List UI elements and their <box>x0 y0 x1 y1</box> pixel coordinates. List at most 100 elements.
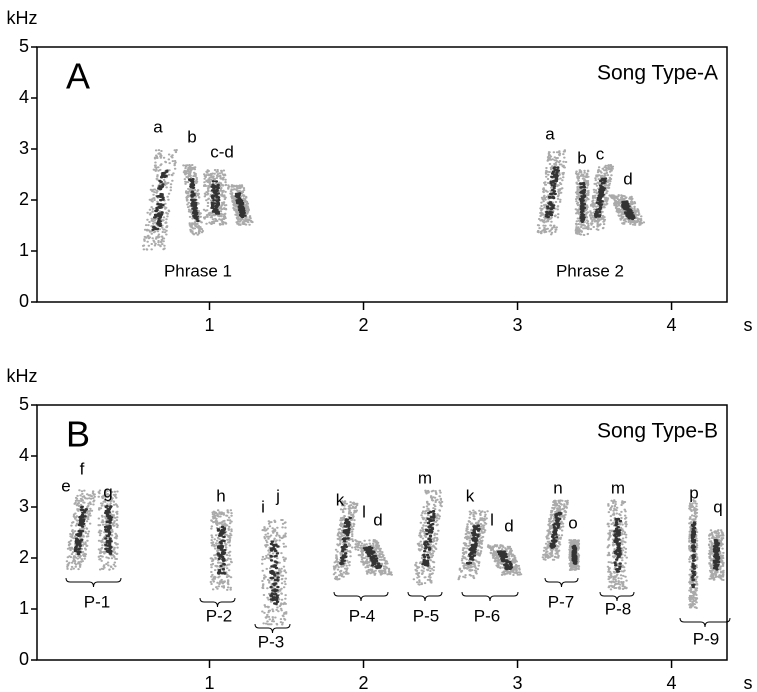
y-tick-label: 1 <box>19 240 29 260</box>
spectrogram-core <box>690 521 697 589</box>
y-tick-label: 2 <box>19 189 29 209</box>
x-tick-label: 3 <box>513 673 523 692</box>
y-tick-label: 3 <box>19 138 29 158</box>
spectrogram-stipple <box>209 509 233 591</box>
spectrogram-core <box>234 192 247 219</box>
annotation: c-d <box>210 142 234 161</box>
brace <box>65 577 122 588</box>
spectrogram-core <box>712 539 721 571</box>
annotation: i <box>261 497 265 516</box>
x-tick-label: 2 <box>359 315 369 335</box>
spectrogram-core <box>216 525 227 575</box>
annotation: d <box>504 516 513 535</box>
brace <box>461 591 519 602</box>
x-tick-label: 4 <box>667 673 677 692</box>
annotation: P-2 <box>206 606 232 625</box>
spectrogram-core <box>571 544 578 565</box>
spectrogram-core <box>188 178 200 223</box>
annotation: m <box>611 478 625 497</box>
spectrogram-core <box>421 510 436 567</box>
annotation: P-9 <box>693 629 719 648</box>
annotation: d <box>373 510 382 529</box>
annotation: m <box>418 468 432 487</box>
annotation: j <box>275 486 280 505</box>
annotation: P-8 <box>605 599 631 618</box>
spectrogram-core <box>496 550 514 571</box>
annotation: a <box>153 117 163 136</box>
spectrogram-core <box>593 177 608 218</box>
brace <box>199 597 236 608</box>
brace <box>599 591 635 602</box>
annotation: P-4 <box>349 606 375 625</box>
y-tick-label: 0 <box>19 649 29 669</box>
annotation: c <box>596 144 605 163</box>
spectrogram-core <box>544 166 561 219</box>
brace <box>333 591 389 602</box>
spectrogram-core <box>362 545 383 570</box>
panel-title: Song Type-B <box>597 420 718 443</box>
annotation: Phrase 2 <box>556 261 624 280</box>
annotation: g <box>103 482 112 501</box>
annotation: a <box>545 124 555 143</box>
x-tick-label: 2 <box>359 673 369 692</box>
spectrogram-core <box>621 200 636 221</box>
annotation: l <box>490 510 494 529</box>
annotation: k <box>336 490 345 509</box>
y-tick-label: 4 <box>19 445 29 465</box>
x-axis-label: s <box>744 315 753 335</box>
annotation: h <box>216 486 225 505</box>
brace <box>254 623 291 634</box>
annotation: b <box>187 127 196 146</box>
annotation: p <box>689 483 698 502</box>
spectrogram-core <box>465 524 481 565</box>
annotation: f <box>80 459 85 478</box>
annotation: P-5 <box>413 606 439 625</box>
plot-frame <box>36 46 728 303</box>
x-tick-label: 3 <box>513 315 523 335</box>
annotation: Phrase 1 <box>164 261 232 280</box>
spectrogram-core <box>151 169 169 231</box>
spectrogram-core <box>73 505 88 556</box>
spectrogram-core <box>613 517 623 573</box>
y-tick-label: 5 <box>19 36 29 56</box>
annotation: e <box>61 476 70 495</box>
y-tick-label: 5 <box>19 394 29 414</box>
y-tick-label: 0 <box>19 291 29 311</box>
brace <box>679 617 731 628</box>
brace <box>407 591 443 602</box>
y-tick-label: 4 <box>19 87 29 107</box>
annotation: q <box>713 497 722 516</box>
panel-label: B <box>66 414 90 455</box>
annotation: d <box>623 169 632 188</box>
x-tick-label: 4 <box>667 315 677 335</box>
panel-label: A <box>66 56 90 97</box>
spectrogram-core <box>269 540 280 605</box>
spectrogram-core <box>578 182 587 223</box>
x-tick-label: 1 <box>204 315 214 335</box>
spectrogram-stipple <box>65 489 96 571</box>
spectrogram-core <box>549 511 563 549</box>
brace <box>544 577 579 588</box>
plot-frame <box>36 404 728 661</box>
y-axis-label: kHz <box>7 8 38 28</box>
y-tick-label: 3 <box>19 496 29 516</box>
x-axis-label: s <box>744 673 753 692</box>
annotation: l <box>362 502 366 521</box>
annotation: b <box>577 148 586 167</box>
annotation: k <box>466 486 475 505</box>
y-tick-label: 1 <box>19 598 29 618</box>
x-tick-label: 1 <box>204 673 214 692</box>
spectrogram-stipple <box>202 169 228 226</box>
spectrogram-core <box>210 180 221 215</box>
y-tick-label: 2 <box>19 547 29 567</box>
annotation: P-7 <box>548 592 574 611</box>
spectrogram-stipple <box>261 519 288 626</box>
y-axis-label: kHz <box>7 366 38 386</box>
spectrogram-stipple <box>536 149 568 236</box>
panel-title: Song Type-A <box>597 62 718 85</box>
annotation: P-6 <box>474 606 500 625</box>
annotation: o <box>568 513 577 532</box>
annotation: P-1 <box>84 592 110 611</box>
